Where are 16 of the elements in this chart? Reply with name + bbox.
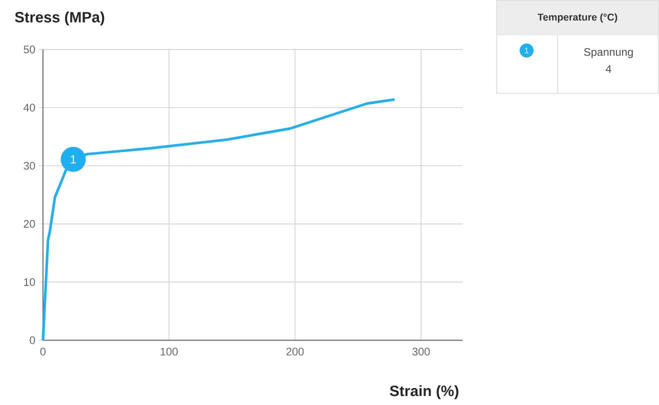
x-tick-label: 300	[412, 348, 430, 356]
y-tick-label: 10	[24, 278, 36, 286]
y-tick-label: 50	[24, 46, 36, 54]
line-series	[42, 98, 396, 342]
x-tick-label: 200	[286, 348, 304, 356]
y-axis-title: Stress (MPa)	[14, 11, 104, 26]
x-tick-label: 0	[40, 348, 46, 356]
y-tick-label: 20	[24, 220, 36, 228]
annotation: 1	[70, 155, 76, 164]
x-axis-title: Strain (%)	[390, 385, 458, 400]
legend-title: Temperature (°C)	[538, 13, 618, 23]
x-tick-label: 100	[160, 348, 178, 356]
y-tick-label: 0	[30, 336, 36, 344]
y-tick-label: 40	[24, 104, 36, 112]
y-tick-label: 30	[24, 162, 36, 170]
text: Spannung 4	[584, 48, 633, 73]
